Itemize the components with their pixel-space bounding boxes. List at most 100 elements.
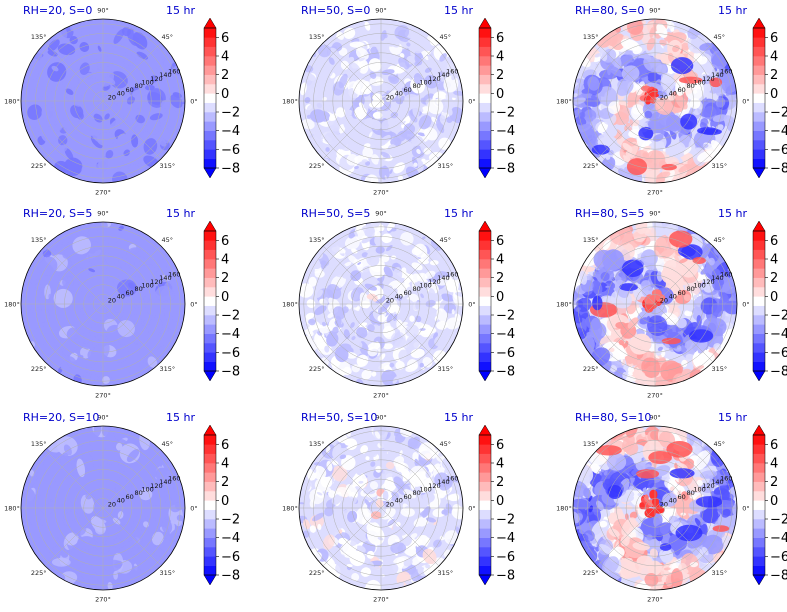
colorbar-tick-label: 0 [221, 87, 229, 102]
field-blob [425, 299, 436, 308]
radial-tick-label: 140 [437, 478, 449, 486]
field-blob [697, 98, 720, 118]
radial-tick-label: 120 [702, 75, 714, 83]
field-blob [57, 135, 68, 146]
field-blob [659, 39, 667, 46]
angle-tick-label: 0° [468, 98, 475, 106]
radial-tick-label: 160 [168, 475, 180, 483]
polar-frame [572, 221, 738, 387]
colorbar-tick-label: 4 [221, 253, 229, 268]
field-blob [611, 33, 626, 51]
colorbar-band [753, 352, 765, 362]
field-blob [374, 230, 381, 238]
field-blob [444, 476, 453, 487]
field-blob [653, 168, 661, 176]
radial-tick-label: 60 [678, 86, 686, 94]
angle-tick-label: 180° [4, 98, 20, 106]
field-blob [314, 478, 328, 492]
field-blob [132, 88, 147, 99]
grid-spoke [322, 42, 382, 102]
colorbar-band [479, 240, 491, 250]
colorbar-band [753, 102, 765, 113]
field-blob [93, 362, 102, 378]
colorbar-band [753, 268, 765, 278]
field-blob [328, 113, 338, 122]
field-blob [316, 491, 323, 496]
field-blob [617, 332, 623, 338]
field-blob [321, 321, 327, 328]
radial-tick-label: 20 [108, 500, 116, 508]
field-blob [422, 492, 435, 503]
polar-panel: 20 40 60 801001201401600°45°90°135°180°225°… [4, 411, 240, 604]
grid-spoke [102, 42, 162, 102]
colorbar-band [204, 287, 216, 297]
field-blob [304, 490, 311, 495]
polar-panel: 20 40 60 801001201401600°45°90°135°180°225°… [556, 411, 787, 604]
radial-tick-label: 60 [404, 86, 412, 94]
field-blob [323, 297, 329, 306]
colorbar-extend-max [203, 220, 217, 232]
field-blob [79, 42, 90, 52]
field-blob [367, 136, 374, 142]
field-blob [335, 561, 347, 574]
colorbar-tick-label: −6 [221, 143, 240, 158]
colorbar-band [204, 277, 216, 288]
field-blob [169, 94, 183, 109]
field-blob [42, 249, 52, 258]
field-blob [335, 107, 346, 118]
field-blob [319, 325, 332, 334]
colorbar-tick-label: 4 [496, 457, 504, 472]
field-blob [328, 57, 335, 65]
colorbar-band [204, 249, 216, 260]
colorbar-band [204, 491, 216, 501]
field-blob [315, 289, 324, 298]
field-blob [385, 244, 393, 252]
angle-tick-label: 225° [583, 162, 599, 170]
field-blob [28, 68, 39, 80]
angle-tick-label: 0° [742, 301, 749, 309]
field-blob [399, 450, 403, 456]
field-blob [328, 244, 340, 254]
colorbar-tick-label: 0 [496, 290, 504, 305]
colorbar-band [479, 324, 491, 334]
field-blob [104, 76, 116, 86]
field-blob [349, 550, 366, 567]
field-blob [47, 50, 58, 57]
colorbar-band [753, 240, 765, 250]
colorbar-tick-label: 0 [221, 494, 229, 509]
field-blob [412, 506, 420, 512]
polar-grid [573, 19, 737, 183]
field-blob [171, 330, 177, 337]
colorbar-frame [478, 434, 492, 576]
colorbar-band [479, 509, 491, 520]
field-blob [360, 445, 369, 454]
colorbar-tick-label: 0 [496, 87, 504, 102]
colorbar-frame [752, 27, 766, 169]
angle-tick-label: 225° [309, 569, 325, 577]
panel-title: RH=80, S=0 [575, 4, 644, 17]
field-blob [352, 302, 358, 308]
colorbar-band [204, 463, 216, 473]
field-blob [381, 69, 395, 76]
field-blob [310, 462, 317, 473]
colorbar-band [753, 140, 765, 150]
colorbar-frame [203, 230, 217, 372]
colorbar-tick-label: −2 [221, 309, 240, 324]
field-blob [299, 502, 305, 505]
field-blob [160, 100, 170, 109]
colorbar-band [479, 140, 491, 150]
grid-spoke [322, 245, 382, 305]
angle-tick-label: 180° [4, 301, 20, 309]
colorbar-extend-min [478, 370, 492, 382]
colorbar-band [204, 472, 216, 482]
field-blob [409, 465, 428, 482]
field-core [372, 111, 383, 119]
field-blob [355, 306, 360, 312]
field-blob [114, 560, 123, 569]
colorbar: 6 4 2 0 −2 −4 −6 −8 [752, 17, 787, 179]
field-blob [71, 266, 89, 285]
field-blob [345, 248, 354, 258]
field-blob [105, 150, 114, 159]
field-blob [176, 514, 184, 522]
colorbar-band [204, 112, 216, 122]
